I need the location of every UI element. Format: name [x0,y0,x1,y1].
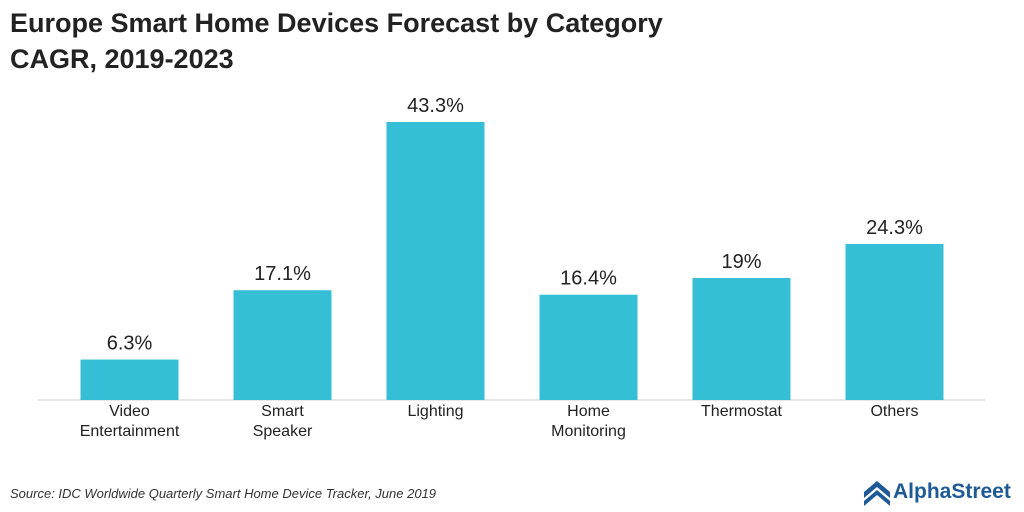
bar [692,278,791,400]
x-tick-label: Thermostat [701,403,782,420]
x-tick-label: Home Monitoring [551,403,626,440]
x-tick-label: Lighting [407,403,464,420]
value-label: 17.1% [254,263,311,285]
x-tick-label: Smart Speaker [252,403,313,440]
value-label: 16.4% [560,268,617,290]
chart-subtitle: CAGR, 2019-2023 [10,44,234,74]
logo-icon [864,481,890,506]
bar [80,359,179,400]
bar [845,243,944,400]
bar [386,122,485,400]
x-tick-label: Others [870,403,919,420]
bar [233,290,332,400]
value-label: 19% [721,251,761,273]
chart-title: Europe Smart Home Devices Forecast by Ca… [10,8,663,38]
value-label: 43.3% [407,95,464,117]
value-label: 6.3% [107,333,153,355]
bar [539,294,638,400]
source-note: Source: IDC Worldwide Quarterly Smart Ho… [10,486,437,501]
logo: AlphaStreet [893,480,1011,503]
x-tick-label: Video Entertainment [79,403,180,440]
value-label: 24.3% [866,217,923,239]
